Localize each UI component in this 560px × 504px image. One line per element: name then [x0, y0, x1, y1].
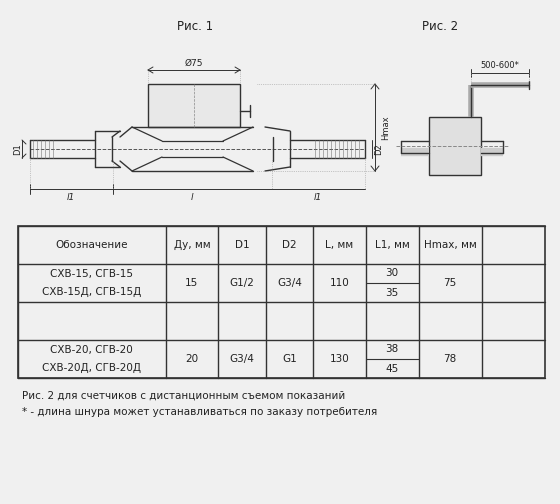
Bar: [18, 226, 545, 378]
Text: 500-600*: 500-600*: [480, 60, 520, 70]
Text: G1/2: G1/2: [230, 278, 254, 288]
Text: D1: D1: [235, 240, 249, 250]
Text: Ø75: Ø75: [185, 58, 203, 68]
Text: Рис. 2 для счетчиков с дистанционным съемом показаний: Рис. 2 для счетчиков с дистанционным съе…: [22, 391, 346, 401]
Text: 110: 110: [330, 278, 349, 288]
Text: 130: 130: [330, 354, 349, 364]
Text: 15: 15: [185, 278, 199, 288]
Text: D2: D2: [375, 143, 384, 155]
Text: G3/4: G3/4: [277, 278, 302, 288]
Text: G1: G1: [282, 354, 297, 364]
Text: L1, мм: L1, мм: [375, 240, 409, 250]
Text: СХВ-20Д, СГВ-20Д: СХВ-20Д, СГВ-20Д: [43, 363, 141, 373]
Text: L, мм: L, мм: [325, 240, 353, 250]
Text: Ду, мм: Ду, мм: [174, 240, 210, 250]
Text: D2: D2: [282, 240, 297, 250]
Text: l1: l1: [67, 193, 75, 202]
Text: СХВ-15Д, СГВ-15Д: СХВ-15Д, СГВ-15Д: [42, 287, 142, 297]
Text: Hmax: Hmax: [381, 115, 390, 140]
Text: D1: D1: [13, 143, 22, 155]
Text: 35: 35: [385, 287, 399, 297]
Text: Рис. 2: Рис. 2: [422, 20, 458, 32]
Text: * - длина шнура может устанавливаться по заказу потребителя: * - длина шнура может устанавливаться по…: [22, 407, 377, 417]
Text: l1: l1: [314, 193, 322, 202]
Text: 78: 78: [444, 354, 457, 364]
Bar: [429, 117, 481, 175]
Text: 30: 30: [386, 269, 399, 279]
Text: СХВ-20, СГВ-20: СХВ-20, СГВ-20: [50, 345, 133, 355]
Text: Hmax, мм: Hmax, мм: [424, 240, 477, 250]
Text: СХВ-15, СГВ-15: СХВ-15, СГВ-15: [50, 269, 133, 279]
Text: 45: 45: [385, 363, 399, 373]
Text: G3/4: G3/4: [230, 354, 254, 364]
Text: 38: 38: [385, 345, 399, 354]
Text: Рис. 1: Рис. 1: [177, 20, 213, 32]
Text: 20: 20: [185, 354, 198, 364]
Text: Обозначение: Обозначение: [55, 240, 128, 250]
Text: l: l: [191, 193, 193, 202]
Bar: [148, 84, 240, 127]
Text: 75: 75: [444, 278, 457, 288]
